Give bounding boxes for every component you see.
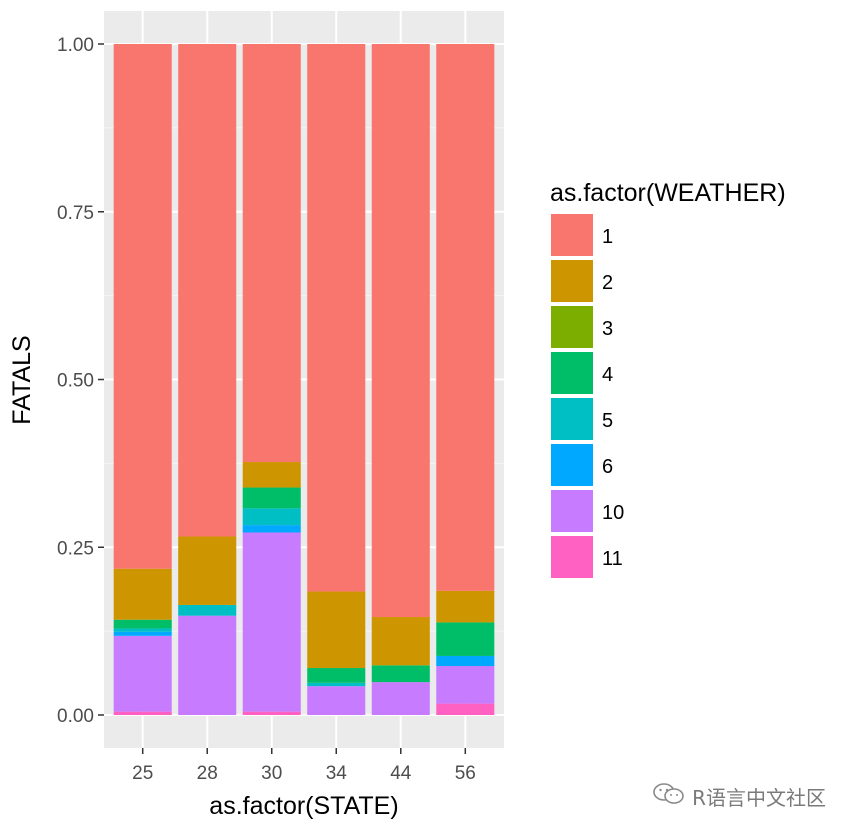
x-axis: 25 28 30 34 44 56 [132, 748, 476, 784]
bar-segment [307, 686, 366, 715]
bar-segment [113, 44, 172, 569]
bar-segment [371, 665, 430, 683]
bar-segment [178, 604, 237, 616]
legend-key [549, 488, 595, 534]
legend-key [549, 304, 595, 350]
x-tick-label: 28 [197, 763, 218, 784]
y-tick-label: 0.75 [57, 203, 94, 224]
y-axis: 0.00 0.25 0.50 0.75 1.00 [57, 35, 104, 727]
bar-segment [113, 711, 172, 715]
legend-label: 3 [602, 318, 613, 340]
legend-label: 5 [602, 410, 613, 432]
bar-segment [436, 622, 495, 656]
y-axis-title: FATALS [8, 335, 36, 424]
bar-segment [113, 619, 172, 629]
y-tick-label: 0.00 [57, 706, 94, 727]
bar-segment [113, 628, 172, 632]
bar-segment [436, 44, 495, 591]
y-tick-label: 0.50 [57, 371, 94, 392]
bar-segment [242, 44, 301, 463]
bar-segment [113, 631, 172, 636]
bar-segment [371, 682, 430, 715]
bar-segment [242, 487, 301, 509]
legend-label: 10 [602, 502, 624, 524]
bar-segment [113, 635, 172, 712]
x-tick-label: 56 [455, 763, 476, 784]
bar-segment [242, 525, 301, 533]
bar-segment [371, 44, 430, 618]
legend-key [549, 534, 595, 580]
y-tick-label: 0.25 [57, 538, 94, 559]
x-tick-label: 30 [261, 763, 282, 784]
wechat-icon [652, 782, 686, 811]
legend-title: as.factor(WEATHER) [550, 179, 786, 207]
legend-label: 4 [602, 364, 613, 386]
legend-label: 2 [602, 272, 613, 294]
bar-segment [178, 536, 237, 605]
watermark-text: R语言中文社区 [692, 786, 826, 810]
watermark: R语言中文社区 [652, 782, 826, 811]
x-tick-label: 44 [390, 763, 412, 784]
bar-segment [307, 682, 366, 687]
bar-segment [178, 44, 237, 537]
legend-key [549, 396, 595, 442]
legend-label: 1 [602, 226, 613, 248]
x-tick-label: 34 [326, 763, 348, 784]
bar-segment [307, 44, 366, 592]
legend-label: 6 [602, 456, 613, 478]
bar-segment [436, 655, 495, 667]
x-tick-label: 25 [132, 763, 153, 784]
bar-segment [242, 711, 301, 715]
legend-key [549, 212, 595, 258]
legend-key [549, 442, 595, 488]
legend-label: 11 [602, 548, 623, 570]
bar-segment [436, 590, 495, 623]
bar-segment [307, 591, 366, 669]
bar-segment [242, 508, 301, 526]
y-tick-label: 1.00 [57, 35, 94, 56]
bar-segment [307, 668, 366, 683]
legend-key [549, 258, 595, 304]
bars [113, 44, 495, 715]
x-axis-title: as.factor(STATE) [209, 792, 398, 820]
bar-segment [371, 617, 430, 666]
legend-key [549, 350, 595, 396]
legend: as.factor(WEATHER) 1 2 3 4 5 6 10 11 [549, 179, 786, 580]
bar-segment [436, 703, 495, 715]
bar-segment [242, 532, 301, 712]
bar-segment [113, 568, 172, 620]
bar-segment [178, 615, 237, 715]
bar-segment [242, 462, 301, 488]
bar-segment [436, 666, 495, 704]
